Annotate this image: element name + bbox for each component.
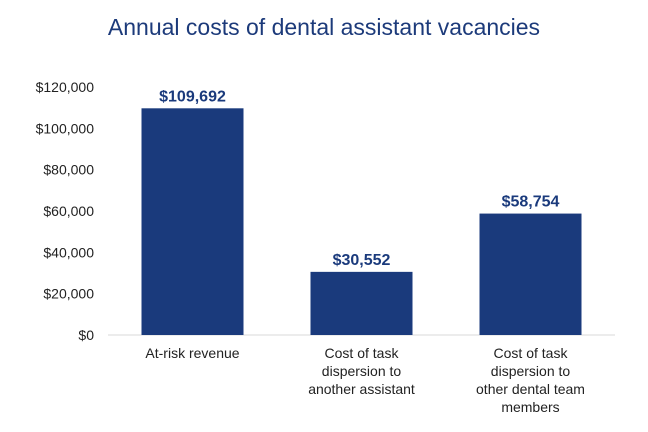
data-label: $109,692 [159, 88, 226, 105]
bar [479, 213, 582, 335]
chart-title: Annual costs of dental assistant vacanci… [107, 14, 541, 40]
x-tick-label: Cost of task dispersion to other dental te… [476, 345, 585, 415]
y-tick-label: $80,000 [43, 162, 94, 178]
data-label: $30,552 [333, 252, 391, 269]
y-tick-label: $60,000 [43, 203, 94, 219]
x-tick-label: Cost of task dispersion to another assista… [308, 345, 415, 397]
data-label: $58,754 [502, 194, 560, 211]
y-tick-label: $120,000 [36, 79, 95, 95]
y-tick-label: $100,000 [36, 120, 95, 136]
bar [141, 108, 244, 336]
x-tick-label: At-risk revenue [145, 345, 239, 361]
bar [310, 271, 413, 335]
y-tick-label: $40,000 [43, 244, 94, 260]
y-tick-label: $0 [78, 327, 94, 343]
y-tick-label: $20,000 [43, 286, 94, 302]
